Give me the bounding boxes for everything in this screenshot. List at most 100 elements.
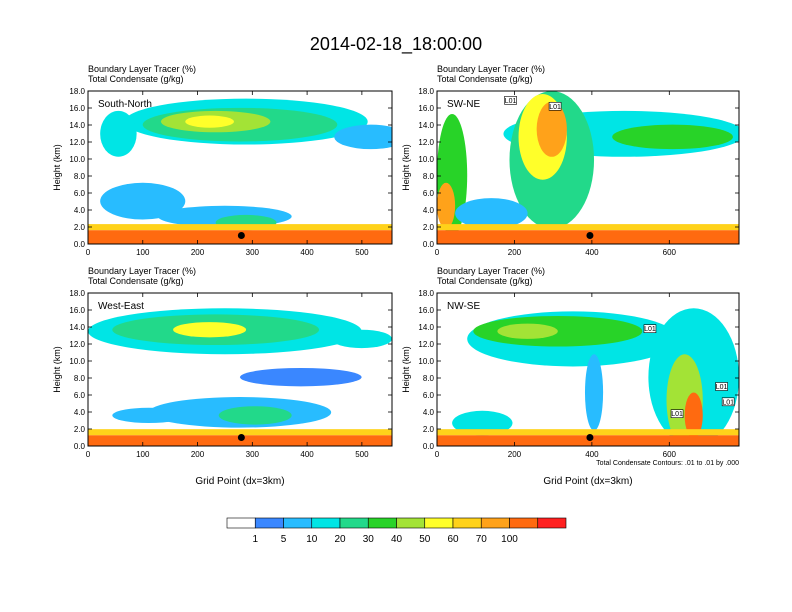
colorbar: 1 5 10 20 30 40 50 60 70 100 — [226, 517, 567, 545]
field-region — [331, 329, 392, 349]
x-tick-label: 400 — [300, 248, 314, 257]
field-region — [173, 322, 247, 338]
x-tick-label: 100 — [136, 248, 150, 257]
colorbar-swatch — [452, 517, 482, 529]
plot-frame — [87, 292, 393, 447]
y-tick-label: 0.0 — [74, 442, 86, 451]
y-tick-label: 14.0 — [418, 121, 434, 130]
colorbar-swatch — [339, 517, 369, 529]
x-axis-label: Grid Point (dx=3km) — [543, 476, 632, 487]
colorbar-label: 100 — [501, 534, 518, 545]
field-region — [497, 323, 558, 339]
field-region — [473, 315, 643, 347]
y-tick-label: 10.0 — [418, 155, 434, 164]
y-tick-label: 2.0 — [74, 425, 86, 434]
x-tick-label: 500 — [355, 450, 369, 459]
contour-label-box — [670, 409, 684, 419]
x-tick-label: 600 — [663, 248, 677, 257]
tracer-field — [437, 293, 739, 446]
y-tick-label: 10.0 — [69, 155, 85, 164]
y-tick-label: 18.0 — [69, 87, 85, 96]
colorbar-label: 60 — [447, 534, 459, 545]
y-axis-label: Height (km) — [52, 144, 62, 191]
x-tick-label: 200 — [191, 248, 205, 257]
y-tick-label: 16.0 — [69, 306, 85, 315]
y-tick-label: 12.0 — [418, 138, 434, 147]
x-tick-label: 600 — [663, 450, 677, 459]
location-marker — [586, 232, 594, 239]
y-tick-label: 8.0 — [74, 172, 86, 181]
colorbar-swatch — [396, 517, 426, 529]
colorbar-label: 40 — [391, 534, 403, 545]
contour-label-box — [715, 382, 728, 391]
x-tick-label: 400 — [585, 248, 599, 257]
y-tick-label: 6.0 — [423, 189, 435, 198]
location-marker — [237, 232, 245, 239]
panel-title-line1: Boundary Layer Tracer (%) — [437, 64, 545, 74]
colorbar-swatch — [254, 517, 284, 529]
x-tick-label: 300 — [246, 450, 260, 459]
colorbar-label: 5 — [281, 534, 287, 545]
y-axis-label: Height (km) — [401, 346, 411, 393]
plot-frame — [436, 292, 740, 447]
y-tick-label: 16.0 — [418, 104, 434, 113]
panel-title-line2: Total Condensate (g/kg) — [437, 74, 533, 84]
x-tick-label: 0 — [86, 248, 91, 257]
y-tick-label: 16.0 — [418, 306, 434, 315]
panel-label: NW-SE — [447, 301, 480, 312]
field-band — [88, 224, 392, 231]
colorbar-label: 70 — [476, 534, 488, 545]
y-axis-label: Height (km) — [52, 346, 62, 393]
y-tick-label: 8.0 — [423, 172, 435, 181]
panel-label: West-East — [98, 301, 144, 312]
colorbar-label: 30 — [363, 534, 375, 545]
y-tick-label: 18.0 — [418, 289, 434, 298]
x-tick-label: 400 — [585, 450, 599, 459]
tracer-field — [88, 293, 392, 446]
tracer-field — [437, 91, 739, 244]
x-tick-label: 200 — [191, 450, 205, 459]
contour-label: L01 — [549, 104, 561, 111]
colorbar-swatch — [226, 517, 256, 529]
colorbar-swatch — [537, 517, 567, 529]
y-tick-label: 12.0 — [418, 340, 434, 349]
field-region — [239, 367, 362, 387]
field-region — [455, 198, 528, 229]
x-tick-label: 200 — [508, 248, 522, 257]
panel-label: South-North — [98, 99, 152, 110]
field-region — [684, 392, 703, 439]
plot-frame — [87, 90, 393, 245]
panel-title-line1: Boundary Layer Tracer (%) — [88, 266, 196, 276]
field-region — [437, 182, 456, 229]
x-tick-label: 0 — [435, 450, 440, 459]
panel-2: L01 L01 0 200 400 600 0.0 2.0 4.0 6.0 8.0 10.0 12.0 1… — [401, 64, 740, 257]
contour-note: Total Condensate Contours: .01 to .01 by… — [596, 460, 739, 467]
y-tick-label: 6.0 — [423, 391, 435, 400]
y-tick-label: 2.0 — [423, 223, 435, 232]
x-tick-label: 0 — [86, 450, 91, 459]
panel-title-line2: Total Condensate (g/kg) — [437, 276, 533, 286]
y-tick-label: 2.0 — [423, 425, 435, 434]
y-axis-label: Height (km) — [401, 144, 411, 191]
field-region — [536, 101, 567, 157]
field-region — [612, 124, 733, 150]
colorbar-label: 20 — [334, 534, 346, 545]
x-tick-label: 500 — [355, 248, 369, 257]
y-tick-label: 12.0 — [69, 340, 85, 349]
contour-label-box — [548, 102, 562, 111]
colorbar-label: 50 — [419, 534, 431, 545]
panel-title-line1: Boundary Layer Tracer (%) — [437, 266, 545, 276]
y-tick-label: 6.0 — [74, 391, 86, 400]
y-tick-label: 14.0 — [418, 323, 434, 332]
y-tick-label: 0.0 — [74, 240, 86, 249]
field-band — [437, 435, 739, 446]
y-tick-label: 6.0 — [74, 189, 86, 198]
y-tick-label: 8.0 — [74, 374, 86, 383]
colorbar-label: 10 — [306, 534, 318, 545]
field-region — [584, 354, 604, 431]
colorbar-swatch — [509, 517, 539, 529]
page-title: 2014-02-18_18:00:00 — [309, 34, 483, 54]
y-tick-label: 4.0 — [423, 408, 435, 417]
location-marker — [237, 434, 245, 441]
